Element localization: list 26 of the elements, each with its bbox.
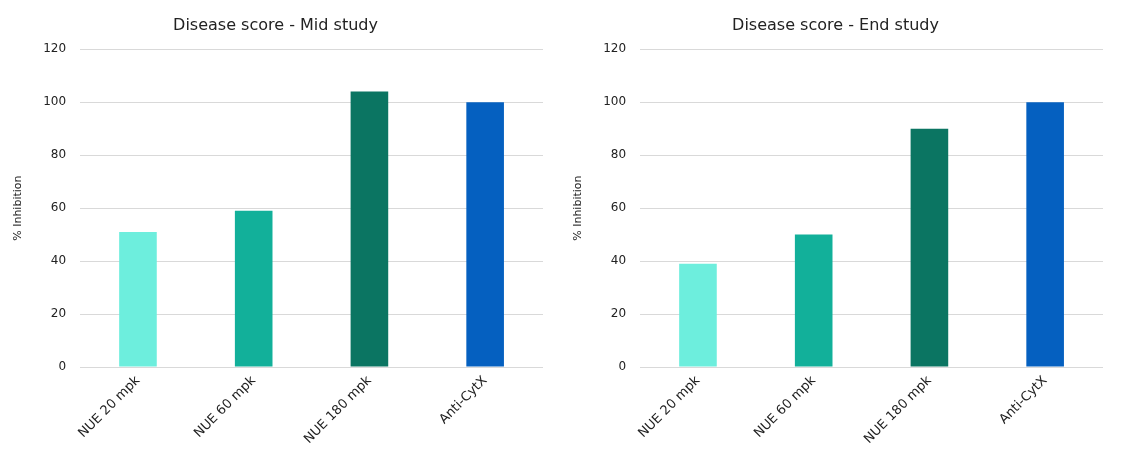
y-tick-label: 80: [50, 147, 67, 162]
y-tick-label: 60: [50, 200, 67, 215]
chart-title: Disease score - End study: [732, 14, 939, 34]
y-tick-label: 0: [618, 359, 627, 374]
y-tick-label: 0: [58, 359, 67, 374]
y-tick-label: 80: [610, 147, 627, 162]
bar: [466, 102, 504, 367]
bar: [910, 128, 949, 367]
bar: [679, 263, 717, 367]
bar: [794, 234, 833, 367]
y-tick-label: 20: [50, 306, 67, 321]
y-tick-label: 120: [603, 41, 627, 56]
chart-title: Disease score - Mid study: [173, 14, 378, 34]
y-tick-label: 100: [603, 94, 627, 109]
y-tick-label: 60: [610, 200, 627, 215]
y-tick-label: 120: [43, 41, 67, 56]
y-tick-label: 20: [610, 306, 627, 321]
bar: [119, 231, 157, 367]
y-tick-label: 40: [50, 253, 67, 268]
bar: [234, 210, 273, 367]
y-tick-label: 100: [43, 94, 67, 109]
bar: [1026, 102, 1064, 367]
y-axis-title: % Inhibition: [11, 175, 25, 241]
y-axis-title: % Inhibition: [571, 175, 585, 241]
y-tick-label: 40: [610, 253, 627, 268]
bar: [350, 91, 389, 367]
